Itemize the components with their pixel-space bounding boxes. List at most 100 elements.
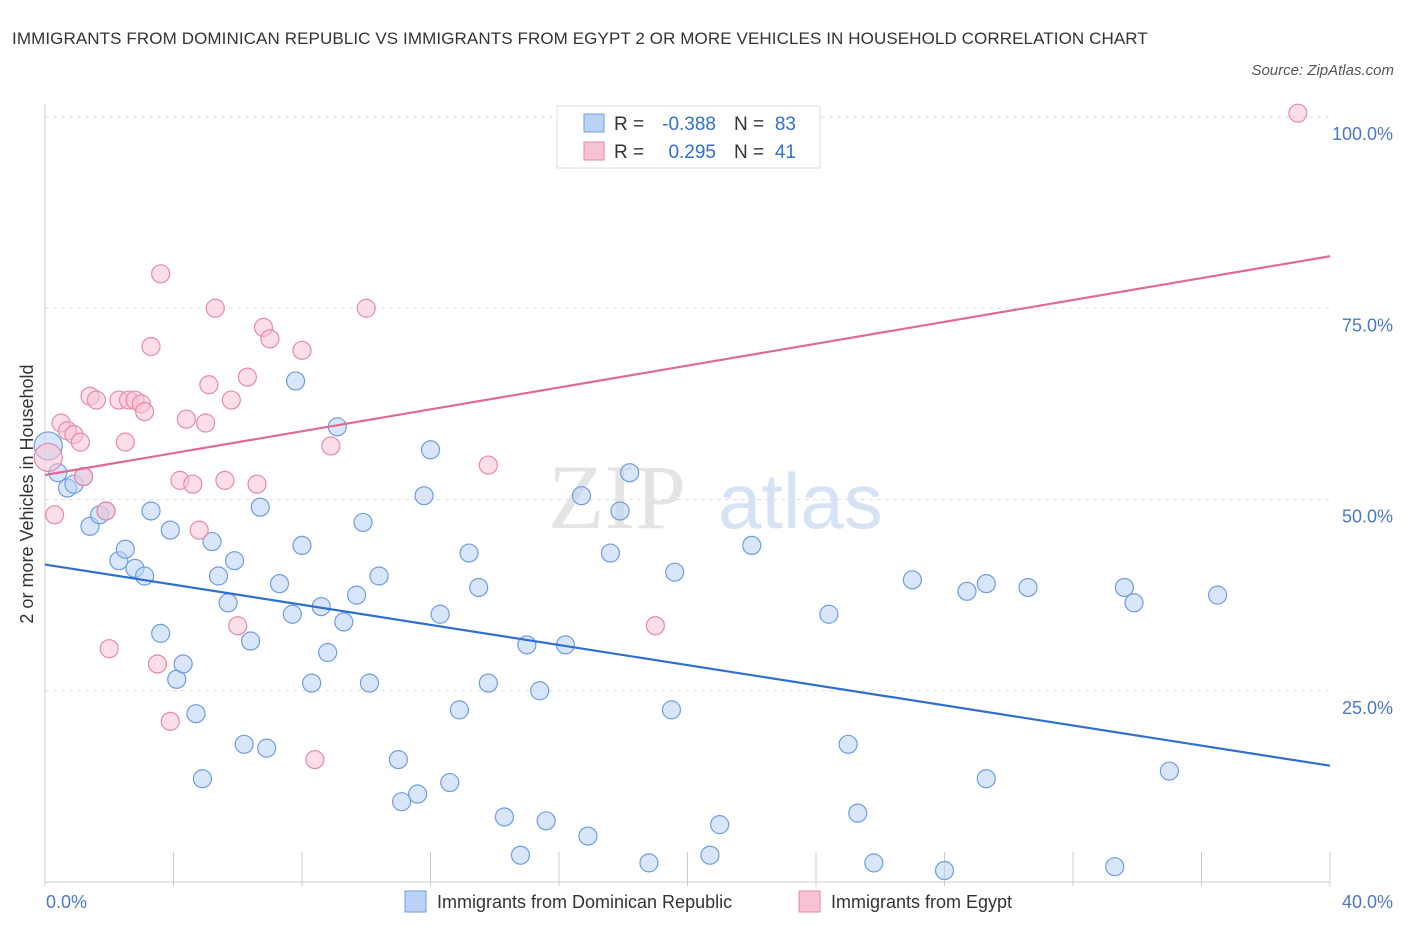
dominican-point-26 [257,738,277,758]
dominican-point-54 [530,681,550,701]
dominican-point-63 [661,700,682,720]
dominican-point-64 [665,562,685,582]
dominican-point-46 [440,772,460,793]
dominican-point-20 [208,566,229,586]
egypt-point-10 [99,639,119,659]
dominican-point-13 [151,623,171,643]
bottom-legend-label-0: Immigrants from Dominican Republic [437,892,732,912]
egypt-point-19 [151,264,171,284]
dominican-point-45 [430,604,450,624]
dominican-point-42 [408,784,428,804]
dominican-point-72 [902,570,922,590]
dominican-point-71 [864,853,884,873]
egypt-point-24 [189,520,209,540]
stats-legend-r-value-1: 0.295 [668,142,716,163]
dominican-point-23 [234,734,254,754]
dominican-point-12 [141,501,161,521]
egypt-point-8 [86,390,107,410]
egypt-point-9 [96,501,116,521]
dominican-point-78 [1105,857,1125,877]
dominican-point-68 [819,604,839,624]
egypt-point-1 [45,505,65,525]
y-tick-label-0: 25.0% [1342,698,1393,718]
stats-legend-n-label-1: N = [734,142,764,163]
dominican-point-28 [282,604,302,624]
dominican-point-30 [292,535,312,556]
dominican-point-58 [578,826,598,846]
dominican-point-22 [224,551,245,571]
watermark: ZIP atlas [548,446,883,548]
egypt-point-28 [215,470,235,490]
egypt-point-16 [134,401,155,422]
egypt-point-40 [645,616,665,636]
dominican-point-36 [347,585,367,605]
dominican-point-48 [459,543,479,563]
dominican-point-41 [391,792,412,812]
egypt-point-29 [221,390,241,410]
egypt-point-20 [160,711,180,731]
series-dominican-points [33,371,1228,881]
stats-legend-n-label-0: N = [734,114,764,135]
bottom-legend-swatch-0 [404,890,427,913]
dominican-point-79 [1114,577,1135,598]
dominican-point-74 [957,581,977,601]
watermark-atlas: atlas [718,457,883,545]
dominican-point-82 [1207,585,1228,605]
axes [44,104,1331,886]
dominican-point-9 [115,539,135,559]
egypt-point-26 [199,375,219,395]
dominican-point-73 [934,860,955,881]
dominican-point-11 [134,566,155,586]
egypt-trend-line [44,255,1331,477]
egypt-point-25 [196,413,216,433]
dominican-point-40 [388,749,408,770]
dominican-point-66 [710,815,730,835]
series-egypt-points [33,103,1308,770]
y-tick-label-3: 100.0% [1332,124,1393,144]
egypt-point-32 [247,474,267,494]
dominican-point-77 [1018,577,1038,598]
y-tick-labels: 25.0% 50.0% 75.0% 100.0% [1332,124,1393,718]
y-tick-label-2: 75.0% [1342,315,1393,335]
dominican-point-27 [269,574,290,594]
dominican-point-38 [359,673,380,693]
egypt-point-35 [292,340,312,360]
x-tick-label-min: 0.0% [46,892,87,912]
dominican-point-75 [976,769,996,789]
egypt-point-18 [147,654,168,674]
dominican-point-60 [610,501,630,521]
egypt-point-12 [115,432,135,452]
dominican-point-49 [469,577,489,598]
bottom-legend-swatch-1 [798,890,821,913]
trend-lines [44,255,1331,767]
dominican-point-47 [449,700,470,720]
dominican-trend-line [44,563,1331,767]
dominican-point-76 [976,574,996,594]
dominican-point-50 [478,673,498,693]
egypt-point-27 [205,298,225,318]
dominican-point-80 [1124,593,1144,613]
y-tick-label-1: 50.0% [1342,507,1393,527]
dominican-point-52 [510,845,531,865]
dominican-point-51 [494,807,514,827]
dominican-point-37 [353,512,373,533]
dominican-point-39 [369,566,389,586]
dominican-point-61 [620,463,640,483]
dominican-point-31 [302,673,322,693]
dominican-point-35 [334,612,354,632]
stats-legend-r-value-0: -0.388 [662,114,716,135]
stats-legend-n-value-1: 41 [775,142,796,163]
dominican-point-19 [202,531,222,552]
egypt-point-34 [260,329,280,349]
dominican-point-67 [742,535,762,556]
dominican-point-24 [241,631,261,651]
dominican-point-81 [1159,761,1179,781]
stats-legend-r-label-0: R = [614,114,644,135]
chart-source: Source: ZipAtlas.com [1251,62,1394,79]
egypt-point-30 [228,616,248,636]
dominican-point-55 [536,811,556,831]
dominican-point-17 [186,704,206,724]
y-axis-label: 2 or more Vehicles in Household [17,364,37,623]
stats-legend-r-label-1: R = [614,142,644,163]
